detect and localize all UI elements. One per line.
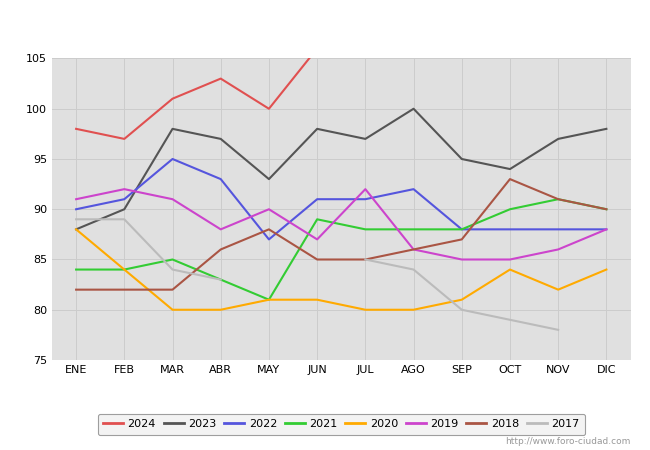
2022 xyxy=(72,207,80,212)
2018 xyxy=(361,257,369,262)
2020 xyxy=(506,267,514,272)
2018 xyxy=(217,247,225,252)
2018 xyxy=(72,287,80,292)
Line: 2019: 2019 xyxy=(76,189,606,260)
2021 xyxy=(72,267,80,272)
2022 xyxy=(313,197,321,202)
2022 xyxy=(410,186,417,192)
2019 xyxy=(72,197,80,202)
Text: Afiliados en Sanet y Negrals a 31/5/2024: Afiliados en Sanet y Negrals a 31/5/2024 xyxy=(141,16,509,34)
2023 xyxy=(217,136,225,142)
2022 xyxy=(506,227,514,232)
2021 xyxy=(313,216,321,222)
2023 xyxy=(554,136,562,142)
2022 xyxy=(217,176,225,182)
2019 xyxy=(506,257,514,262)
2018 xyxy=(554,197,562,202)
Line: 2020: 2020 xyxy=(76,230,606,310)
Line: 2024: 2024 xyxy=(76,49,317,139)
2017 xyxy=(217,277,225,282)
2022 xyxy=(554,227,562,232)
2024 xyxy=(120,136,128,142)
2018 xyxy=(168,287,176,292)
2018 xyxy=(313,257,321,262)
2018 xyxy=(120,287,128,292)
2023 xyxy=(361,136,369,142)
2017 xyxy=(72,216,80,222)
2023 xyxy=(410,106,417,112)
2020 xyxy=(168,307,176,312)
2023 xyxy=(603,126,610,131)
Line: 2023: 2023 xyxy=(76,109,606,230)
Line: 2017: 2017 xyxy=(76,219,221,279)
2020 xyxy=(217,307,225,312)
2021 xyxy=(265,297,273,302)
2024 xyxy=(72,126,80,131)
2020 xyxy=(72,227,80,232)
2021 xyxy=(506,207,514,212)
2019 xyxy=(168,197,176,202)
2021 xyxy=(217,277,225,282)
2019 xyxy=(554,247,562,252)
2021 xyxy=(458,227,465,232)
2018 xyxy=(265,227,273,232)
2024 xyxy=(217,76,225,81)
2022 xyxy=(458,227,465,232)
2023 xyxy=(265,176,273,182)
2021 xyxy=(120,267,128,272)
2019 xyxy=(265,207,273,212)
2018 xyxy=(410,247,417,252)
2019 xyxy=(217,227,225,232)
2020 xyxy=(361,307,369,312)
2019 xyxy=(603,227,610,232)
2020 xyxy=(458,297,465,302)
2022 xyxy=(361,197,369,202)
2021 xyxy=(603,207,610,212)
2019 xyxy=(458,257,465,262)
2023 xyxy=(168,126,176,131)
2022 xyxy=(168,156,176,162)
2019 xyxy=(120,186,128,192)
Legend: 2024, 2023, 2022, 2021, 2020, 2019, 2018, 2017: 2024, 2023, 2022, 2021, 2020, 2019, 2018… xyxy=(98,414,585,435)
Line: 2022: 2022 xyxy=(76,159,606,239)
2023 xyxy=(72,227,80,232)
2020 xyxy=(410,307,417,312)
2018 xyxy=(603,207,610,212)
2021 xyxy=(361,227,369,232)
2020 xyxy=(603,267,610,272)
2017 xyxy=(120,216,128,222)
2023 xyxy=(458,156,465,162)
2019 xyxy=(313,237,321,242)
2021 xyxy=(410,227,417,232)
2023 xyxy=(313,126,321,131)
2024 xyxy=(168,96,176,101)
2019 xyxy=(361,186,369,192)
Line: 2018: 2018 xyxy=(76,179,606,290)
2022 xyxy=(120,197,128,202)
2019 xyxy=(410,247,417,252)
2018 xyxy=(506,176,514,182)
2020 xyxy=(120,267,128,272)
2024 xyxy=(265,106,273,112)
Line: 2021: 2021 xyxy=(76,199,606,300)
2020 xyxy=(313,297,321,302)
2022 xyxy=(265,237,273,242)
2017 xyxy=(168,267,176,272)
2021 xyxy=(554,197,562,202)
2024 xyxy=(313,46,321,51)
2022 xyxy=(603,227,610,232)
2020 xyxy=(265,297,273,302)
2021 xyxy=(168,257,176,262)
2023 xyxy=(506,166,514,172)
2023 xyxy=(120,207,128,212)
2018 xyxy=(458,237,465,242)
2020 xyxy=(554,287,562,292)
Text: http://www.foro-ciudad.com: http://www.foro-ciudad.com xyxy=(505,436,630,446)
